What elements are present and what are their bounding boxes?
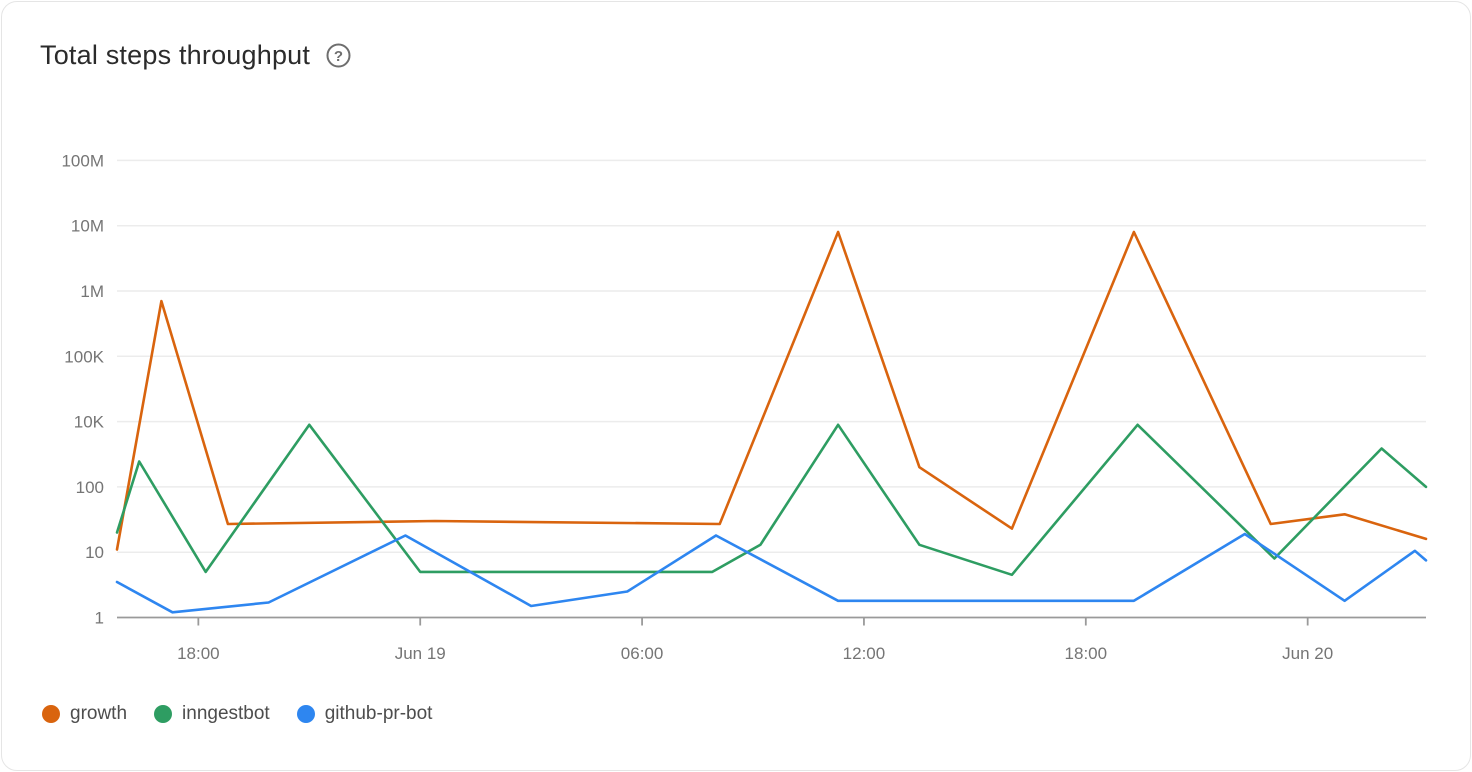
chart-legend: growth inngestbot github-pr-bot [42, 703, 432, 725]
legend-item-github-pr-bot[interactable]: github-pr-bot [296, 703, 433, 725]
series-line-growth[interactable] [115, 230, 1428, 551]
x-tick-label: 18:00 [1065, 644, 1108, 663]
x-tick-label: 18:00 [177, 644, 220, 663]
y-tick-label: 10M [71, 217, 104, 236]
help-icon[interactable]: ? [325, 42, 352, 69]
legend-dot-growth [42, 705, 60, 723]
legend-item-growth[interactable]: growth [42, 703, 127, 725]
x-tick-label: 12:00 [843, 644, 886, 663]
x-tick-label: Jun 20 [1282, 644, 1333, 663]
question-circle-icon: ? [326, 43, 351, 68]
legend-label: growth [70, 703, 128, 724]
legend-label: inngestbot [182, 703, 270, 724]
chart-header: Total steps throughput ? [40, 40, 352, 71]
series-line-inngestbot[interactable] [115, 423, 1428, 577]
legend-label: github-pr-bot [324, 703, 433, 724]
y-tick-label: 100K [64, 347, 104, 366]
y-tick-label: 100M [61, 151, 104, 170]
y-tick-label: 100 [76, 478, 104, 497]
legend-item-inngestbot[interactable]: inngestbot [154, 703, 270, 725]
x-tick-label: 06:00 [621, 644, 664, 663]
chart-title: Total steps throughput [40, 40, 311, 70]
legend-dot-github-pr-bot [296, 705, 315, 723]
y-tick-label: 10K [74, 413, 105, 432]
y-tick-label: 1M [80, 282, 104, 301]
x-tick-label: Jun 19 [395, 644, 446, 663]
svg-text:?: ? [334, 48, 343, 65]
series-line-github-pr-bot[interactable] [115, 532, 1428, 614]
legend-dot-inngestbot [154, 705, 173, 723]
y-tick-label: 1 [95, 609, 104, 628]
y-tick-label: 10 [85, 543, 104, 562]
